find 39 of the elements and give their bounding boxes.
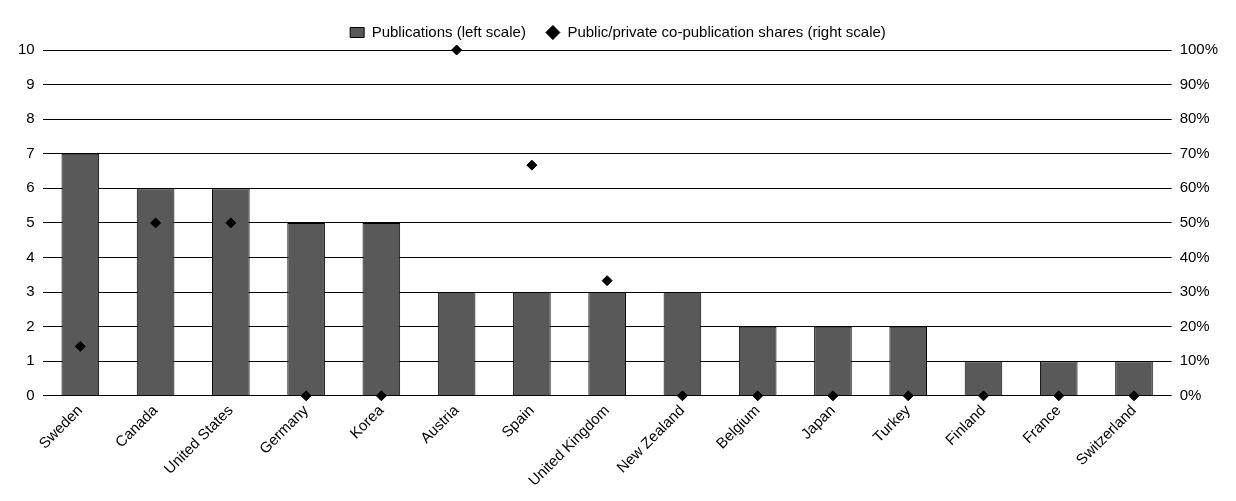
legend-label: Publications (left scale) (371, 22, 526, 40)
y2-tick-label: 30% (1179, 282, 1210, 300)
point (752, 390, 764, 402)
point (676, 390, 688, 402)
y2-tick-label: 90% (1179, 74, 1210, 92)
y-tick-label: 4 (26, 247, 35, 265)
y2-tick-label: 0% (1179, 385, 1202, 403)
y-tick-label: 5 (26, 213, 35, 231)
y2-tick-label: 20% (1179, 316, 1210, 334)
point (74, 340, 86, 352)
y2-tick-label: 80% (1179, 109, 1210, 127)
y-tick-label: 10 (18, 40, 35, 58)
y-tick-label: 2 (26, 316, 35, 334)
point (526, 159, 538, 171)
y-tick-label: 9 (26, 74, 35, 92)
point (300, 390, 312, 402)
y2-tick-label: 100% (1179, 40, 1219, 58)
point (977, 390, 989, 402)
point (1128, 390, 1140, 402)
y-tick-label: 3 (26, 282, 35, 300)
point (375, 390, 387, 402)
y-tick-label: 8 (26, 109, 35, 127)
y-tick-label: 1 (26, 351, 35, 369)
point (902, 390, 914, 402)
legend-label: Public/private co-publication shares (right scale) (567, 22, 886, 40)
point (150, 217, 162, 229)
y2-tick-label: 50% (1179, 213, 1210, 231)
point (1053, 390, 1065, 402)
y-tick-label: 0 (26, 385, 35, 403)
y2-tick-label: 60% (1179, 178, 1210, 196)
y-tick-label: 7 (26, 143, 35, 161)
y2-tick-label: 70% (1179, 143, 1210, 161)
y2-tick-label: 40% (1179, 247, 1210, 265)
point (601, 275, 613, 287)
point (827, 390, 839, 402)
point (225, 217, 237, 229)
y-tick-label: 6 (26, 178, 35, 196)
y2-tick-label: 10% (1179, 351, 1210, 369)
point (451, 44, 463, 56)
